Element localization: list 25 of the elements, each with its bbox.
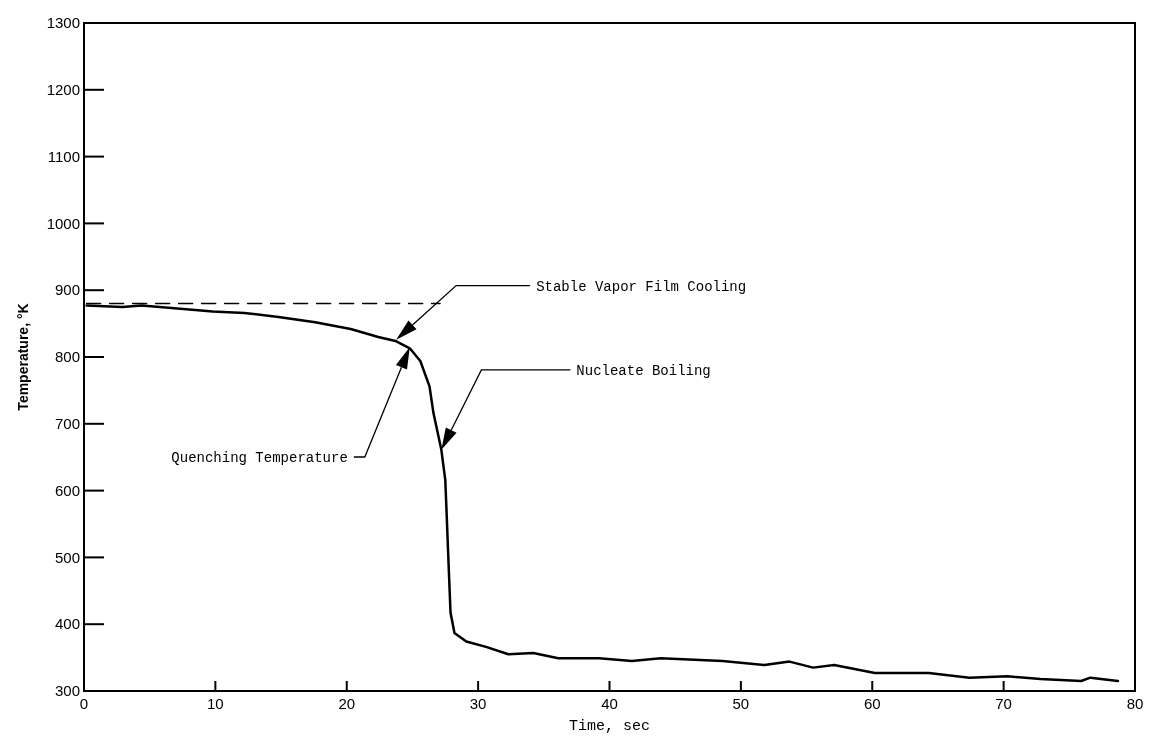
annotation: Nucleate Boiling bbox=[576, 362, 711, 379]
x-tick-label: 30 bbox=[469, 695, 487, 712]
x-tick-label: 50 bbox=[732, 695, 750, 712]
y-tick-label: 800 bbox=[54, 348, 80, 366]
y-tick-label: 1200 bbox=[46, 81, 80, 99]
y-axis-title: Temperature, °K bbox=[15, 303, 31, 411]
y-tick-label: 600 bbox=[54, 481, 80, 499]
y-tick-label: 400 bbox=[54, 615, 80, 633]
y-tick-label: 900 bbox=[54, 281, 80, 299]
y-tick-label: 1300 bbox=[46, 14, 80, 32]
x-tick-label: 80 bbox=[1126, 695, 1144, 712]
x-tick-label: 10 bbox=[207, 695, 224, 712]
y-tick-label: 300 bbox=[54, 682, 80, 700]
annotation: Stable Vapor Film Cooling bbox=[536, 278, 747, 295]
x-tick-label: 70 bbox=[995, 695, 1012, 712]
y-tick-label: 1100 bbox=[47, 147, 80, 165]
y-tick-label: 1000 bbox=[46, 214, 80, 232]
x-tick-label: 40 bbox=[601, 695, 618, 712]
annotation: Quenching Temperature bbox=[171, 449, 348, 466]
x-tick-label: 20 bbox=[338, 695, 356, 712]
y-tick-label: 700 bbox=[54, 415, 80, 433]
x-axis-title: Time, sec bbox=[568, 718, 651, 735]
x-tick-label: 0 bbox=[79, 695, 89, 712]
y-tick-label: 500 bbox=[54, 548, 80, 566]
x-tick-label: 60 bbox=[863, 695, 881, 712]
